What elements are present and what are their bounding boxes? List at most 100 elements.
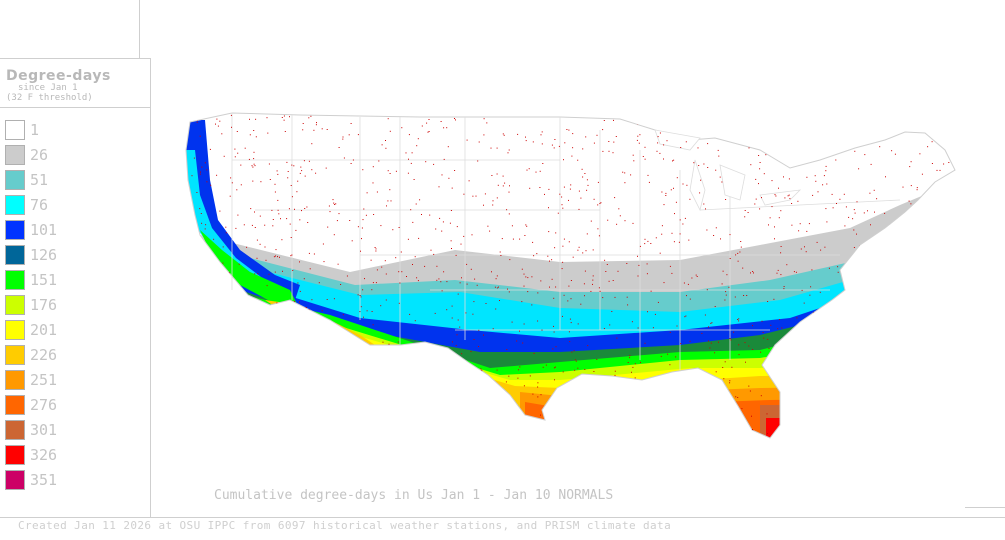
station-dot	[542, 163, 544, 164]
station-dot	[317, 401, 319, 402]
station-dot	[597, 204, 599, 206]
station-dot	[765, 154, 767, 156]
station-dot	[481, 369, 483, 371]
station-dot	[206, 181, 208, 183]
station-dot	[381, 402, 383, 404]
station-dot	[219, 210, 221, 212]
station-dot	[695, 425, 697, 426]
legend-label: 151	[30, 271, 58, 289]
station-dot	[233, 287, 235, 288]
station-dot	[776, 272, 778, 274]
station-dot	[350, 163, 352, 164]
station-dot	[394, 361, 396, 363]
station-dot	[362, 219, 364, 221]
station-dot	[523, 285, 525, 287]
station-dot	[570, 280, 572, 281]
station-dot	[414, 256, 416, 258]
station-dot	[916, 187, 918, 189]
station-dot	[244, 353, 246, 355]
station-dot	[191, 401, 193, 403]
station-dot	[904, 215, 906, 217]
station-dot	[462, 424, 464, 426]
station-dot	[425, 412, 427, 414]
station-dot	[303, 394, 305, 396]
station-dot	[443, 271, 445, 273]
station-dot	[523, 385, 525, 387]
station-dot	[323, 113, 325, 114]
station-dot	[602, 394, 604, 396]
station-dot	[288, 208, 290, 210]
station-dot	[349, 220, 351, 221]
station-dot	[186, 214, 188, 216]
station-dot	[483, 118, 485, 120]
station-dot	[572, 256, 574, 258]
station-dot	[191, 175, 193, 177]
station-dot	[592, 419, 594, 421]
station-dot	[931, 163, 933, 164]
station-dot	[796, 317, 798, 319]
station-dot	[809, 294, 811, 296]
station-dot	[566, 129, 568, 130]
station-dot	[891, 226, 893, 228]
station-dot	[501, 238, 503, 240]
station-dot	[421, 125, 423, 127]
station-dot	[822, 184, 824, 186]
station-dot	[230, 114, 232, 116]
station-dot	[722, 367, 724, 368]
station-dot	[496, 275, 498, 277]
station-dot	[402, 396, 404, 398]
station-dot	[616, 377, 618, 379]
station-dot	[647, 174, 649, 176]
station-dot	[946, 117, 948, 119]
station-dot	[759, 162, 761, 163]
station-dot	[335, 203, 337, 205]
station-dot	[634, 377, 636, 379]
station-dot	[713, 235, 715, 236]
station-dot	[223, 155, 225, 157]
station-dot	[274, 271, 276, 273]
station-dot	[443, 127, 445, 129]
station-dot	[297, 362, 299, 364]
station-dot	[246, 404, 247, 406]
station-dot	[744, 342, 746, 344]
station-dot	[474, 396, 476, 398]
station-dot	[410, 209, 412, 211]
station-dot	[511, 321, 513, 323]
station-dot	[786, 337, 788, 339]
station-dot	[684, 316, 686, 318]
station-dot	[563, 238, 565, 240]
station-dot	[735, 254, 737, 256]
station-dot	[862, 373, 864, 375]
station-dot	[429, 214, 431, 216]
station-dot	[230, 177, 232, 179]
station-dot	[654, 412, 656, 414]
station-dot	[885, 304, 887, 306]
legend-subtitle-since: since Jan 1	[18, 83, 78, 93]
station-dot	[554, 139, 556, 140]
station-dot	[267, 132, 269, 134]
station-dot	[816, 362, 818, 364]
station-dot	[592, 249, 594, 251]
station-dot	[644, 238, 646, 240]
station-dot	[931, 193, 933, 195]
station-dot	[299, 301, 300, 303]
station-dot	[539, 187, 541, 188]
station-dot	[410, 162, 412, 164]
station-dot	[865, 347, 867, 349]
legend-swatch	[5, 270, 25, 290]
station-dot	[541, 143, 543, 145]
station-dot	[254, 316, 256, 318]
station-dot	[522, 430, 524, 432]
station-dot	[201, 222, 203, 224]
station-dot	[725, 294, 727, 296]
legend-item: 76	[0, 193, 150, 218]
station-dot	[290, 185, 292, 186]
station-dot	[532, 141, 534, 143]
station-dot	[282, 412, 284, 414]
station-dot	[751, 145, 753, 147]
station-dot	[484, 193, 486, 195]
station-dot	[569, 417, 571, 418]
station-dot	[792, 410, 794, 412]
station-dot	[728, 286, 730, 288]
